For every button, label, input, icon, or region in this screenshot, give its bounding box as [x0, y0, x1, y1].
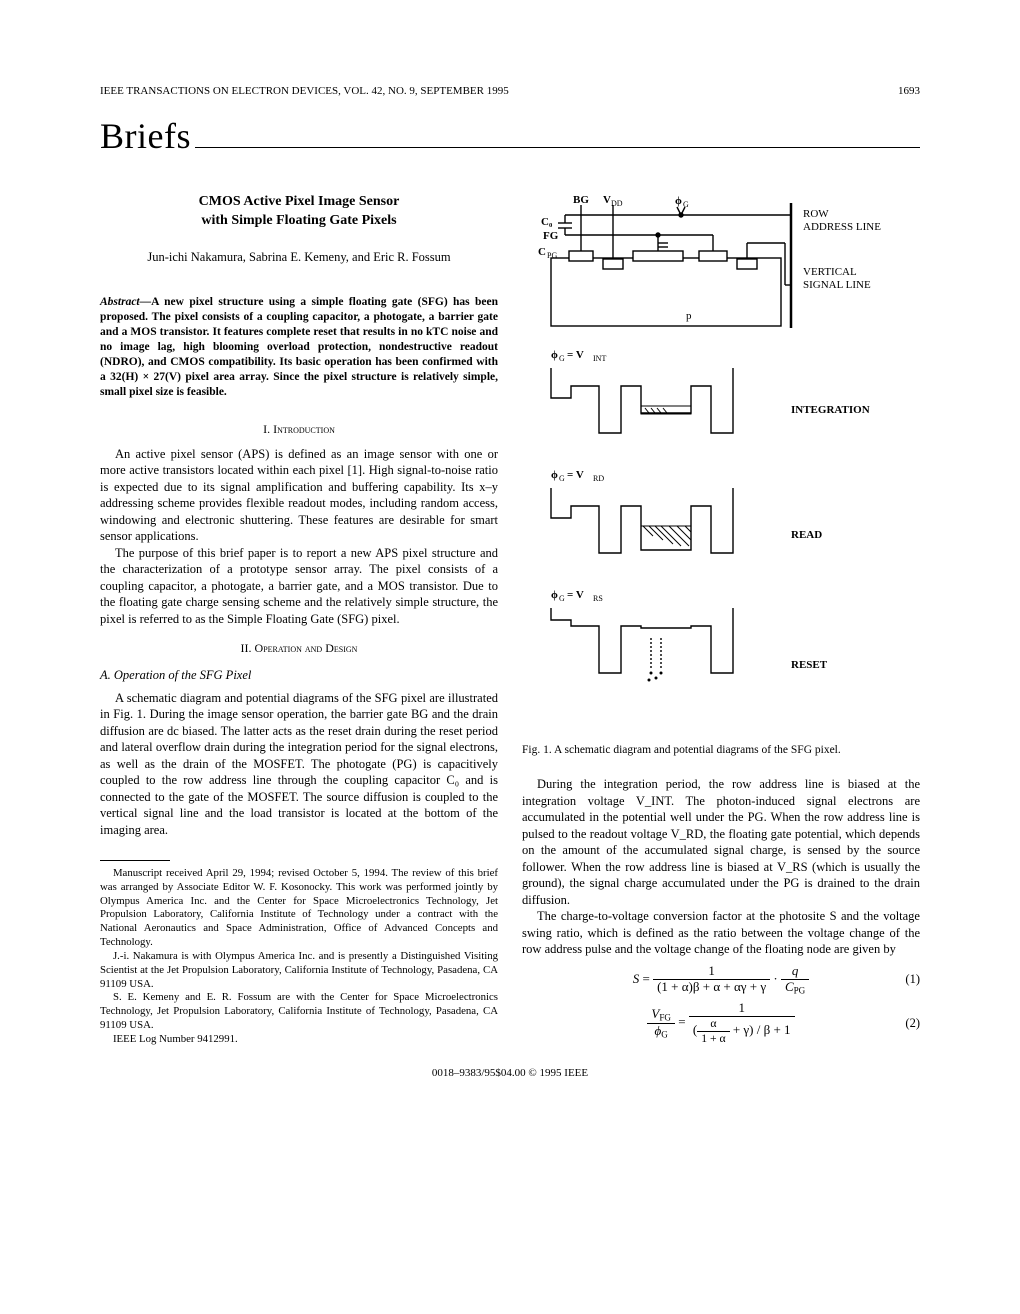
article-title: CMOS Active Pixel Image Sensor with Simp…	[100, 193, 498, 231]
authors: Jun-ichi Nakamura, Sabrina E. Kemeny, an…	[100, 249, 498, 266]
briefs-label: Briefs	[100, 115, 191, 157]
abstract: Abstract—A new pixel structure using a s…	[100, 295, 498, 400]
fig-label-phig-sub: G	[683, 200, 689, 209]
left-column: CMOS Active Pixel Image Sensor with Simp…	[100, 185, 498, 1051]
footnote-1: Manuscript received April 29, 1994; revi…	[100, 867, 498, 950]
title-line-1: CMOS Active Pixel Image Sensor	[199, 194, 400, 209]
fig-label-cpg: C	[538, 246, 546, 258]
footnote-separator	[100, 860, 170, 861]
intro-para-2: The purpose of this brief paper is to re…	[100, 545, 498, 628]
fig-label-vert-1: VERTICAL	[803, 266, 857, 278]
svg-text:= V: = V	[567, 469, 584, 481]
two-column-layout: CMOS Active Pixel Image Sensor with Simp…	[100, 185, 920, 1051]
svg-text:G: G	[559, 474, 565, 483]
equation-1-number: (1)	[905, 971, 920, 988]
journal-info: IEEE TRANSACTIONS ON ELECTRON DEVICES, V…	[100, 85, 509, 97]
fig-label-cpg-sub: PG	[547, 251, 557, 260]
figure-1: p BG V DD	[522, 193, 920, 733]
section-head-opdesign: II. Operation and Design	[100, 641, 498, 657]
footnote-3: S. E. Kemeny and E. R. Fossum are with t…	[100, 991, 498, 1032]
fig-label-vdd: V	[603, 194, 611, 206]
fig-label-row-2: ADDRESS LINE	[803, 221, 881, 233]
fig-label-fg: FG	[543, 230, 559, 242]
equation-1: S = 1 (1 + α)β + α + αγ + γ · q CPG (1)	[522, 964, 920, 996]
fig-label-reset: RESET	[791, 659, 828, 671]
svg-text:INT: INT	[593, 354, 606, 363]
fig-label-vdd-sub: DD	[611, 199, 623, 208]
fig-label-integration: INTEGRATION	[791, 404, 870, 416]
page: IEEE TRANSACTIONS ON ELECTRON DEVICES, V…	[0, 0, 1020, 1314]
page-number: 1693	[898, 85, 920, 97]
section-head-intro: I. Introduction	[100, 422, 498, 438]
right-para-1: During the integration period, the row a…	[522, 776, 920, 908]
subsection-a-head: A. Operation of the SFG Pixel	[100, 667, 498, 684]
intro-para-1: An active pixel sensor (APS) is defined …	[100, 446, 498, 545]
fig-label-row-1: ROW	[803, 208, 829, 220]
equation-2-number: (2)	[905, 1015, 920, 1032]
right-column: p BG V DD	[522, 185, 920, 1051]
title-line-2: with Simple Floating Gate Pixels	[201, 213, 396, 228]
abstract-text: A new pixel structure using a simple flo…	[100, 296, 498, 398]
fig-label-phig-vint: ϕ	[551, 349, 558, 361]
fig-label-phig: ϕ	[675, 195, 682, 207]
fig-label-phig-vrd: ϕ	[551, 469, 558, 481]
fig-label-phig-vrs: ϕ	[551, 589, 558, 601]
svg-text:RD: RD	[593, 474, 604, 483]
fig-label-read: READ	[791, 529, 822, 541]
fig-label-c0: C₀	[541, 216, 553, 228]
running-head: IEEE TRANSACTIONS ON ELECTRON DEVICES, V…	[100, 85, 920, 97]
figure-1-caption: Fig. 1. A schematic diagram and potentia…	[522, 743, 920, 758]
figure-1-svg: p BG V DD	[531, 193, 911, 733]
fig-label-bg: BG	[573, 194, 589, 206]
subsection-a-para-1: A schematic diagram and potential diagra…	[100, 690, 498, 839]
svg-text:= V: = V	[567, 589, 584, 601]
svg-text:G: G	[559, 594, 565, 603]
svg-text:= V: = V	[567, 349, 584, 361]
svg-text:G: G	[559, 354, 565, 363]
abstract-label: Abstract—	[100, 296, 151, 308]
briefs-heading: Briefs	[100, 115, 920, 157]
equation-2: VFG ϕG = 1 ( α 1 + α + γ) / β + 1	[522, 1001, 920, 1045]
footnote-4: IEEE Log Number 9412991.	[100, 1033, 498, 1047]
footnote-2: J.-i. Nakamura is with Olympus America I…	[100, 950, 498, 991]
fig-label-vert-2: SIGNAL LINE	[803, 279, 871, 291]
fig-label-p: p	[686, 310, 692, 322]
copyright-line: 0018–9383/95$04.00 © 1995 IEEE	[100, 1067, 920, 1079]
svg-text:RS: RS	[593, 594, 603, 603]
right-para-2: The charge-to-voltage conversion factor …	[522, 908, 920, 958]
briefs-rule	[195, 147, 920, 148]
